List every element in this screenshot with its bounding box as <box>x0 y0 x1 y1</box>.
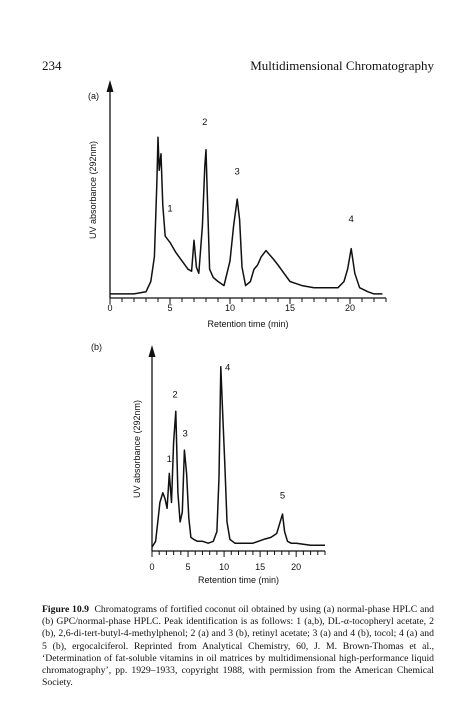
peak-label: 1 <box>167 203 172 214</box>
peak-label: 4 <box>349 214 354 225</box>
y-axis-arrow <box>148 345 156 357</box>
peak-label: 2 <box>202 117 207 128</box>
peak-label: 3 <box>183 429 188 440</box>
peak-label: 5 <box>280 491 285 502</box>
x-tick-label: 5 <box>167 303 172 313</box>
x-tick-label: 20 <box>345 303 355 313</box>
x-tick-label: 15 <box>255 562 265 572</box>
y-axis-arrow <box>106 80 114 92</box>
x-tick-label: 0 <box>149 562 154 572</box>
chart-panel-a: (a) 0 5 10 15 20 Retention time (min) UV absorb… <box>88 80 387 329</box>
x-tick-label: 10 <box>225 303 235 313</box>
page-number: 234 <box>42 58 62 73</box>
chromatogram-trace <box>110 136 383 295</box>
y-axis-label: UV absorbance (292nm) <box>88 141 98 239</box>
peak-label: 2 <box>172 390 177 401</box>
caption-lead: Figure 10.9 <box>42 604 89 615</box>
x-axis-label: Retention time (min) <box>198 575 279 585</box>
panel-label: (b) <box>91 342 102 352</box>
panel-label: (a) <box>88 91 99 101</box>
x-tick-label: 0 <box>107 303 112 313</box>
x-tick-label: 15 <box>285 303 295 313</box>
peak-label: 3 <box>235 166 240 177</box>
x-axis-label: Retention time (min) <box>207 319 288 329</box>
y-axis-label: UV absorbance (292nm) <box>132 400 142 498</box>
running-head: Multidimensional Chromatography <box>250 58 434 73</box>
caption-text: Chromatograms of fortified coconut oil o… <box>42 604 435 689</box>
page-header: 234 Multidimensional Chromatography <box>42 58 434 76</box>
peak-label: 1 <box>167 454 172 465</box>
peak-label: 4 <box>225 363 230 374</box>
x-tick-label: 10 <box>219 562 229 572</box>
x-tick-label: 20 <box>291 562 301 572</box>
chromatogram-trace <box>151 365 325 548</box>
figure-caption: Figure 10.9 Chromatograms of fortified c… <box>42 604 434 689</box>
x-tick-label: 5 <box>186 562 191 572</box>
